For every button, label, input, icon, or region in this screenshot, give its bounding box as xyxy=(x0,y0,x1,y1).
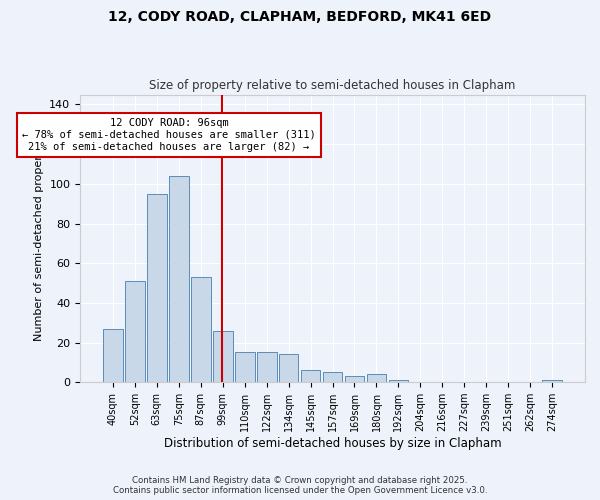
Bar xyxy=(147,194,167,382)
Bar xyxy=(235,352,254,382)
Bar xyxy=(103,328,123,382)
Bar xyxy=(389,380,409,382)
Bar xyxy=(542,380,562,382)
Text: 12, CODY ROAD, CLAPHAM, BEDFORD, MK41 6ED: 12, CODY ROAD, CLAPHAM, BEDFORD, MK41 6E… xyxy=(109,10,491,24)
Bar xyxy=(367,374,386,382)
Bar xyxy=(323,372,343,382)
Text: Contains HM Land Registry data © Crown copyright and database right 2025.
Contai: Contains HM Land Registry data © Crown c… xyxy=(113,476,487,495)
X-axis label: Distribution of semi-detached houses by size in Clapham: Distribution of semi-detached houses by … xyxy=(164,437,502,450)
Bar xyxy=(169,176,188,382)
Title: Size of property relative to semi-detached houses in Clapham: Size of property relative to semi-detach… xyxy=(149,79,516,92)
Bar xyxy=(191,277,211,382)
Bar xyxy=(257,352,277,382)
Bar xyxy=(344,376,364,382)
Bar xyxy=(213,330,233,382)
Text: 12 CODY ROAD: 96sqm
← 78% of semi-detached houses are smaller (311)
21% of semi-: 12 CODY ROAD: 96sqm ← 78% of semi-detach… xyxy=(22,118,316,152)
Bar xyxy=(279,354,298,382)
Bar xyxy=(125,281,145,382)
Bar xyxy=(301,370,320,382)
Y-axis label: Number of semi-detached properties: Number of semi-detached properties xyxy=(34,136,44,342)
